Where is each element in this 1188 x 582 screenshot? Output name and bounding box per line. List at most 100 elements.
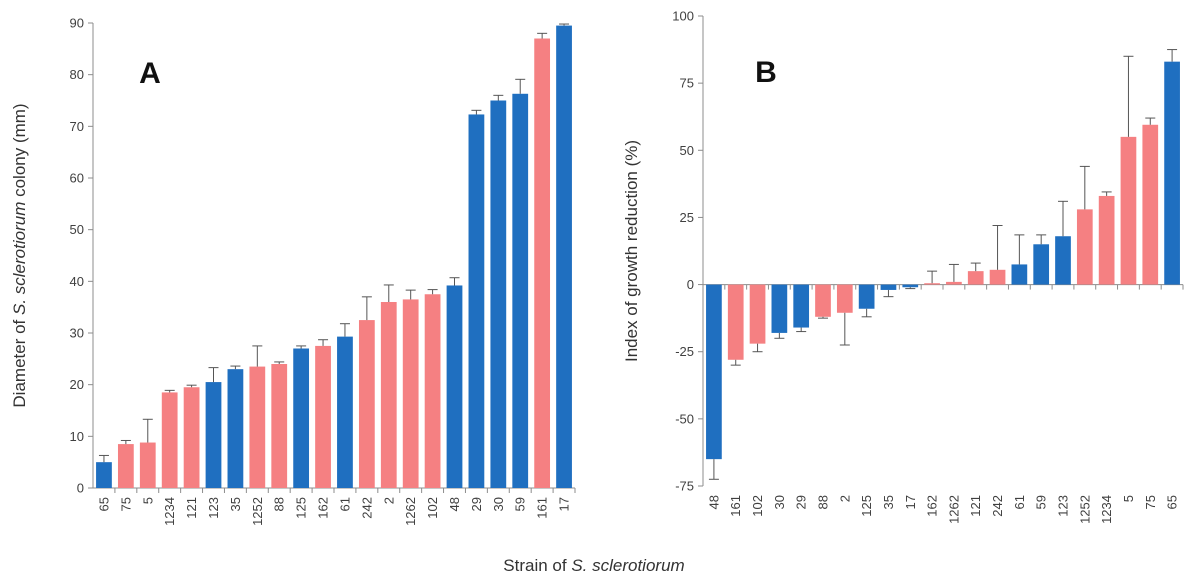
panel-b-y-axis-title: Index of growth reduction (%) (622, 140, 641, 362)
panel-a-x-tick-label: 59 (513, 497, 528, 511)
panel-a-bar (468, 114, 485, 488)
panel-b-bar (989, 269, 1006, 285)
y-title-species: S. sclerotiorum (10, 202, 29, 315)
panel-a-bar (446, 285, 463, 488)
panel-b-y-tick-label: 0 (687, 277, 694, 292)
panel-b-x-tick-label: 59 (1034, 495, 1049, 509)
panel-a-y-tick-label: 90 (70, 16, 84, 31)
panel-b-bar (858, 284, 875, 309)
panel-a-bar (96, 462, 112, 488)
panel-a-x-tick-label: 35 (228, 497, 243, 511)
panel-b-y-tick-label: -75 (675, 479, 694, 494)
panel-a-y-tick-label: 80 (70, 67, 84, 82)
panel-a-bar (293, 348, 310, 488)
panel-a-x-tick-label: 1262 (403, 497, 418, 526)
panel-b-bar (1142, 124, 1159, 285)
panel-b-x-tick-label: 30 (772, 495, 787, 509)
panel-b-x-tick-label: 162 (925, 495, 940, 517)
panel-b-bar (793, 284, 810, 328)
panel-a-bar (337, 336, 353, 488)
panel-a-bar (424, 294, 441, 488)
panel-b-letter: B (755, 56, 777, 89)
panel-b-x-tick-label: 61 (1012, 495, 1027, 509)
panel-a-bar (271, 364, 288, 488)
panel-b-bar (1011, 264, 1028, 285)
panel-a-x-tick-label: 17 (557, 497, 572, 511)
panel-a-bar (556, 25, 572, 488)
panel-a-x-tick-label: 242 (359, 497, 374, 519)
panel-a-bar (380, 302, 397, 488)
panel-b-bar (1120, 136, 1137, 285)
panel-a-x-tick-label: 88 (272, 497, 287, 511)
panel-a-bar (490, 100, 507, 488)
panel-a-bar (512, 93, 529, 489)
panel-b-x-tick-label: 1262 (946, 495, 961, 524)
panel-a-y-tick-label: 70 (70, 119, 84, 134)
panel-b-bar (902, 284, 919, 288)
panel-b-x-tick-label: 161 (728, 495, 743, 517)
panel-a-y-tick-label: 0 (77, 481, 84, 496)
panel-b-bar (1076, 209, 1093, 285)
panel-a-letter: A (139, 57, 161, 90)
panel-b-x-tick-label: 125 (859, 495, 874, 517)
panel-b-x-tick-label: 35 (881, 495, 896, 509)
panel-a-bar (315, 345, 331, 488)
panel-a-x-tick-label: 65 (96, 497, 111, 511)
panel-b-bar (771, 284, 788, 333)
panel-a-bar (139, 442, 156, 488)
panel-a-bar (161, 392, 178, 488)
panel-b-x-tick-label: 242 (990, 495, 1005, 517)
panel-a-x-tick-label: 161 (535, 497, 550, 519)
panel-a-bar (183, 387, 200, 488)
panel-b-x-tick-label: 75 (1143, 495, 1158, 509)
panel-a-bar (249, 366, 266, 488)
panel-b-x-tick-label: 1234 (1099, 495, 1114, 524)
panel-a-x-tick-label: 5 (140, 497, 155, 504)
panel-b-bar (1098, 195, 1115, 285)
panel-b-bar (749, 284, 766, 344)
panel-a-bar (227, 369, 244, 488)
panel-b-y-tick-label: 75 (680, 76, 694, 91)
panel-a-bar (402, 299, 419, 488)
x-axis-title-species: S. sclerotiorum (571, 556, 685, 575)
panel-b-y-tick-label: -50 (675, 411, 694, 426)
panel-b-x-tick-label: 121 (968, 495, 983, 517)
panel-b-x-tick-label: 29 (794, 495, 809, 509)
panel-b-x-tick-label: 1252 (1077, 495, 1092, 524)
panel-b-bar (836, 284, 853, 313)
panel-a-x-tick-label: 75 (118, 497, 133, 511)
panel-b-y-tick-label: 50 (680, 143, 694, 158)
panel-b-x-tick-label: 88 (816, 495, 831, 509)
panel-b-bar (706, 284, 722, 460)
panel-b-chart: -75 -50 -25 0 25 50 75 100 48 161 102 30 29 88 2 125 35 1… (622, 9, 1184, 524)
panel-a-y-axis-title: Diameter of S. sclerotiorum colony (mm) (10, 103, 29, 407)
panel-b-x-tick-label: 102 (750, 495, 765, 517)
x-axis-title: Strain of S. sclerotiorum (0, 556, 1188, 576)
panel-a-x-tick-label: 48 (447, 497, 462, 511)
panel-b-x-tick-label: 65 (1165, 495, 1180, 509)
panel-b-bar (880, 284, 897, 290)
panel-b-x-tick-label: 48 (706, 495, 721, 509)
y-title-suffix: colony (mm) (10, 103, 29, 201)
panel-b-x-tick-label: 5 (1121, 495, 1136, 502)
panel-a-x-tick-label: 125 (294, 497, 309, 519)
panel-a-x-tick-label: 29 (469, 497, 484, 511)
panel-b-bar (1055, 236, 1071, 285)
panel-a-y-tick-label: 60 (70, 171, 84, 186)
panel-a-x-tick-label: 102 (425, 497, 440, 519)
panel-a-y-tick-label: 10 (70, 429, 84, 444)
panel-a-y-tick-label: 50 (70, 222, 84, 237)
panel-a-bar (117, 444, 134, 488)
panel-b-y-tick-label: 25 (680, 210, 694, 225)
panel-a-y-tick-label: 20 (70, 377, 84, 392)
panel-a-x-tick-label: 123 (206, 497, 221, 519)
panel-b-x-tick-label: 2 (837, 495, 852, 502)
panel-b-bar (967, 271, 984, 285)
x-axis-title-prefix: Strain of (503, 556, 572, 575)
panel-b-y-tick-label: 100 (672, 9, 694, 24)
panel-b-y-tick-label: -25 (675, 344, 694, 359)
panel-b-bar (946, 281, 962, 285)
panel-a-x-tick-label: 162 (316, 497, 331, 519)
